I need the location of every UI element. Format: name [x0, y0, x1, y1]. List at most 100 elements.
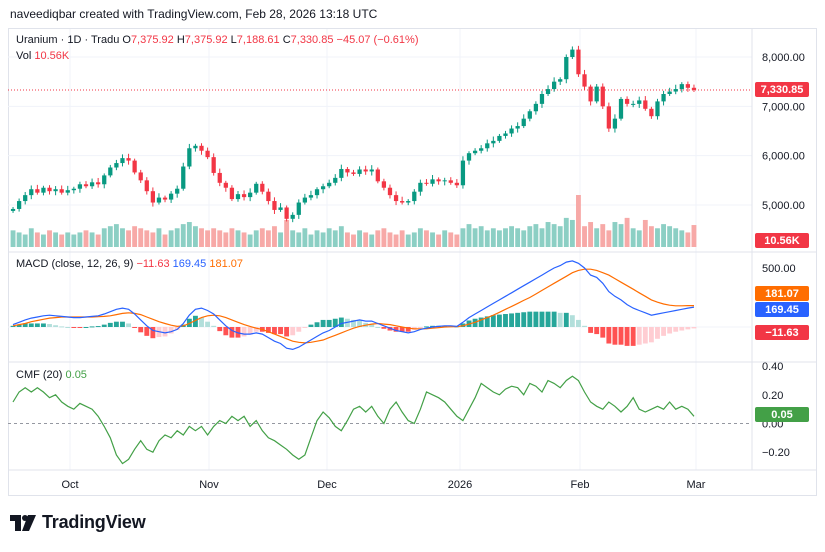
- candle-body: [260, 183, 265, 192]
- volume-bar: [296, 232, 302, 247]
- candle-body: [400, 201, 405, 203]
- candle-body: [241, 194, 247, 198]
- candle-body: [314, 189, 320, 196]
- candle-body: [679, 84, 684, 90]
- macd-histogram-bar: [34, 323, 40, 327]
- macd-histogram-bar: [217, 327, 223, 332]
- volume-bar: [521, 230, 527, 247]
- candle-body: [77, 184, 83, 189]
- candle-body: [363, 169, 368, 172]
- macd-line-tag: 169.45: [755, 302, 809, 317]
- macd-histogram-bar: [642, 327, 648, 344]
- volume-bar: [278, 232, 283, 247]
- macd-histogram-bar: [655, 327, 660, 339]
- candle-body: [333, 177, 338, 183]
- macd-hist-value: −11.63: [136, 258, 170, 270]
- macd-histogram-bar: [393, 327, 399, 332]
- cmf-label[interactable]: CMF (20): [16, 369, 63, 381]
- candle-body: [296, 202, 301, 215]
- macd-label[interactable]: MACD (close, 12, 26, 9): [16, 258, 134, 270]
- macd-histogram-bar: [278, 327, 283, 335]
- low-label: L: [230, 34, 237, 46]
- candle-body: [631, 103, 636, 105]
- macd-histogram-bar: [229, 327, 235, 338]
- candle-body: [375, 169, 380, 182]
- volume-bar: [630, 228, 636, 247]
- macd-histogram-bar: [661, 327, 666, 336]
- price-tick-label: 8,000.00: [762, 52, 805, 64]
- candle-body: [618, 98, 624, 119]
- volume-bar: [551, 224, 557, 247]
- volume-bar: [259, 228, 265, 247]
- candle-body: [132, 160, 137, 173]
- macd-histogram-bar: [113, 321, 119, 327]
- price-tick-label: 5,000.00: [762, 200, 805, 212]
- volume-bar: [144, 230, 150, 247]
- macd-histogram-bar: [417, 327, 423, 328]
- macd-tick-label: 500.00: [762, 263, 796, 275]
- candle-body: [181, 166, 186, 189]
- open-label: O: [122, 34, 131, 46]
- candle-body: [643, 100, 648, 109]
- volume-bar: [576, 195, 581, 247]
- candle-body: [460, 160, 466, 186]
- volume-bar: [120, 228, 125, 247]
- volume-bar: [600, 224, 606, 247]
- volume-bar: [661, 224, 666, 247]
- cmf-tag: 0.05: [755, 407, 809, 422]
- candle-body: [284, 207, 289, 219]
- candle-body: [339, 168, 344, 178]
- candle-body: [175, 188, 180, 194]
- symbol-label[interactable]: Uranium · 1D · Tradu: [16, 34, 120, 46]
- volume-bar: [47, 230, 52, 247]
- candle-body: [102, 175, 107, 185]
- volume-bar: [484, 230, 490, 247]
- candle-body: [96, 182, 101, 185]
- volume-bar: [332, 230, 338, 247]
- tradingview-logo-icon: [10, 514, 36, 531]
- macd-histogram-bar: [521, 312, 527, 327]
- volume-label[interactable]: Vol: [16, 50, 32, 62]
- macd-histogram-bar: [168, 327, 174, 334]
- macd-histogram-bar: [53, 325, 59, 327]
- candle-body: [661, 94, 666, 102]
- macd-pane: [8, 260, 752, 351]
- volume-bar: [290, 230, 296, 247]
- high-value: 7,375.92: [184, 34, 228, 46]
- macd-histogram-bar: [606, 327, 612, 344]
- macd-histogram-bar: [351, 319, 356, 327]
- volume-bar: [606, 230, 612, 247]
- macd-histogram-bar: [624, 327, 630, 346]
- volume-bar: [387, 232, 393, 247]
- macd-histogram-bar: [612, 327, 618, 345]
- candle-body: [552, 81, 557, 90]
- candle-body: [600, 86, 605, 107]
- time-tick-label: Mar: [687, 479, 706, 491]
- volume-bar: [53, 232, 59, 247]
- volume-bar: [247, 234, 253, 247]
- low-value: 7,188.61: [236, 34, 280, 46]
- candle-body: [320, 186, 326, 190]
- candle-body: [667, 91, 672, 94]
- volume-bar: [241, 232, 247, 247]
- volume-bar: [174, 228, 180, 247]
- volume-bar: [490, 228, 496, 247]
- candle-body: [114, 163, 119, 168]
- macd-histogram-bar: [636, 327, 642, 345]
- candle-body: [685, 84, 691, 88]
- volume-bar: [10, 230, 16, 247]
- candle-body: [199, 145, 204, 151]
- macd-signal-value: 181.07: [209, 258, 244, 270]
- macd-histogram-bar: [241, 327, 247, 337]
- volume-bar: [265, 230, 271, 247]
- tradingview-logo[interactable]: TradingView: [10, 512, 146, 533]
- candle-body: [41, 187, 46, 193]
- macd-histogram-bar: [454, 326, 460, 328]
- candle-body: [205, 150, 210, 158]
- chart-caption: naveediqbar created with TradingView.com…: [10, 7, 378, 21]
- candle-body: [582, 74, 587, 87]
- macd-histogram-bar: [265, 327, 271, 333]
- volume-bar: [77, 232, 83, 247]
- candle-body: [442, 180, 447, 182]
